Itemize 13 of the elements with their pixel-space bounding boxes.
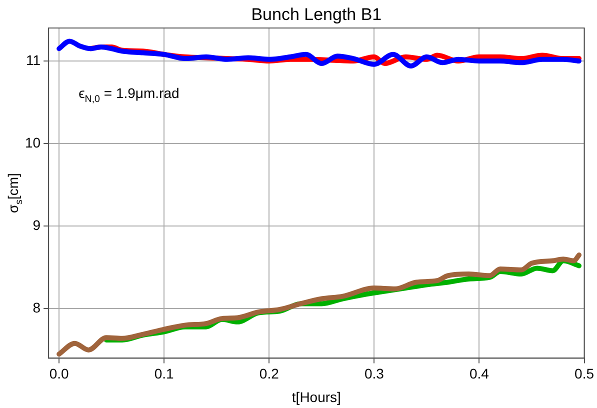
chart-title: Bunch Length B1: [251, 5, 382, 24]
y-axis-title: σs[cm]: [5, 173, 26, 214]
x-tick-label: 0.2: [259, 365, 280, 382]
x-tick-label: 0.5: [574, 365, 594, 382]
x-tick-label: 0.1: [154, 365, 174, 382]
y-tick-label: 9: [32, 216, 41, 233]
y-tick-label: 8: [32, 300, 41, 316]
x-tick-label: 0.4: [469, 365, 490, 382]
x-tick-label: 0.3: [364, 365, 384, 382]
x-tick-label: 0.0: [49, 365, 70, 382]
y-tick-label: 11: [26, 52, 41, 68]
x-axis-title: t[Hours]: [292, 389, 341, 405]
y-tick-label: 10: [24, 134, 41, 150]
